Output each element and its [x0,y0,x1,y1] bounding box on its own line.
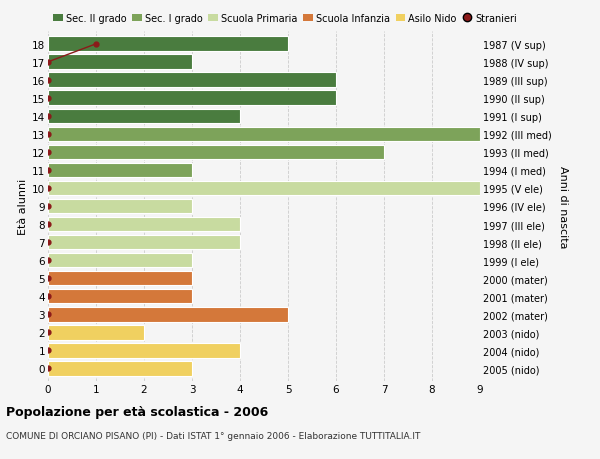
Bar [48,217,240,232]
Bar [48,361,192,376]
Bar [48,325,144,340]
Bar [48,289,192,304]
Bar [48,271,192,286]
Bar [48,145,384,160]
Bar [48,37,288,52]
Y-axis label: Età alunni: Età alunni [18,179,28,235]
Bar [48,163,192,178]
Bar [48,73,336,88]
Bar [48,343,240,358]
Legend: Sec. II grado, Sec. I grado, Scuola Primaria, Scuola Infanzia, Asilo Nido, Stran: Sec. II grado, Sec. I grado, Scuola Prim… [53,14,517,24]
Bar [48,307,288,322]
Bar [48,181,480,196]
Bar [48,109,240,124]
Text: COMUNE DI ORCIANO PISANO (PI) - Dati ISTAT 1° gennaio 2006 - Elaborazione TUTTIT: COMUNE DI ORCIANO PISANO (PI) - Dati IST… [6,431,421,440]
Bar [48,235,240,250]
Text: Popolazione per età scolastica - 2006: Popolazione per età scolastica - 2006 [6,405,268,419]
Bar [48,91,336,106]
Y-axis label: Anni di nascita: Anni di nascita [558,165,568,248]
Bar [48,127,480,142]
Bar [48,199,192,214]
Bar [48,253,192,268]
Bar [48,56,192,70]
